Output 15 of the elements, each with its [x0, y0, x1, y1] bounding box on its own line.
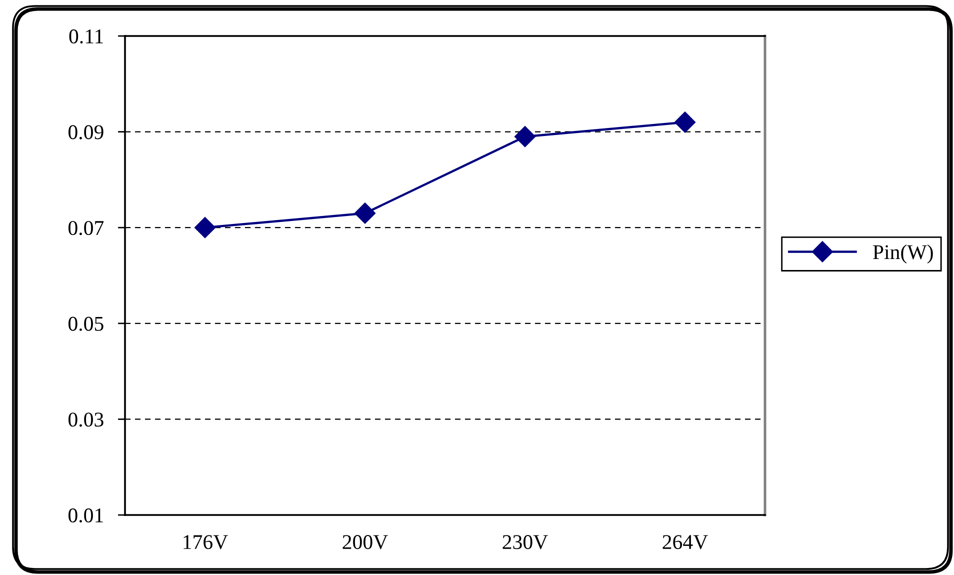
x-tick-label: 176V: [184, 535, 228, 550]
y-tick-label: 0.01: [68, 508, 103, 523]
y-tick-label: 0.09: [68, 125, 104, 140]
x-tick-label: 264V: [662, 535, 708, 550]
point: [194, 217, 216, 238]
y-tick-label: 0.11: [69, 29, 103, 44]
y-tick-label: 0.05: [68, 316, 104, 331]
x-tick-label: 200V: [342, 535, 388, 550]
point: [674, 112, 696, 133]
y-tick-label: 0.03: [68, 412, 104, 427]
x-tick-label: 230V: [502, 535, 548, 550]
point: [514, 126, 536, 148]
legend-label: Pin(W): [873, 244, 933, 264]
y-tick-label: 0.07: [68, 220, 104, 236]
point: [354, 202, 376, 224]
